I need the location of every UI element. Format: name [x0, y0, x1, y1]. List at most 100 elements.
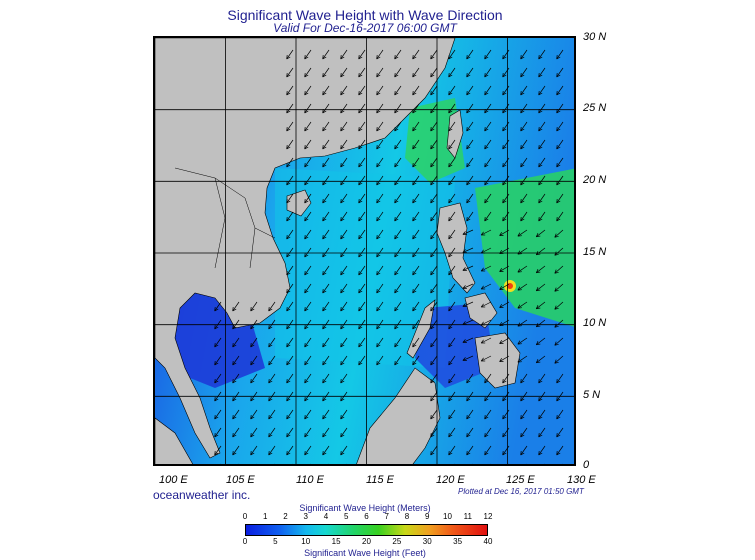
wave-arrow-head: [448, 200, 453, 204]
philippine-sea-high-waves: [475, 168, 574, 327]
wave-arrow-head: [520, 74, 525, 78]
wave-arrow: [304, 49, 312, 60]
wave-arrow-head: [502, 144, 504, 150]
wave-arrow: [430, 175, 438, 186]
wave-arrow-head: [232, 362, 237, 366]
wave-arrow-head: [499, 286, 502, 290]
wave-arrow-head: [232, 450, 234, 456]
wave-arrow-head: [520, 378, 522, 384]
wave-arrow-head: [556, 74, 561, 78]
wave-arrow-head: [322, 380, 327, 384]
wave-arrow-head: [517, 232, 521, 237]
wave-arrow: [412, 247, 420, 258]
wave-arrow: [340, 301, 348, 312]
wave-arrow-head: [448, 110, 453, 114]
wave-arrow: [520, 157, 528, 168]
wave-arrow-head: [304, 342, 306, 348]
wave-arrow: [286, 103, 294, 114]
wave-arrow-head: [304, 378, 306, 384]
wave-arrow-head: [286, 288, 288, 294]
colorbar-meter-tick: 6: [364, 512, 369, 521]
wave-arrow-head: [538, 432, 540, 438]
wave-arrow-head: [394, 90, 396, 96]
wave-arrow-head: [538, 398, 543, 402]
wave-arrow-head: [304, 56, 309, 60]
wave-arrow-head: [430, 360, 432, 366]
wave-arrow-head: [340, 324, 342, 330]
wave-arrow-head: [412, 200, 417, 204]
wave-arrow-head: [358, 272, 363, 276]
wave-arrow-head: [376, 362, 381, 366]
lon-label-110e: 110 E: [296, 474, 324, 486]
wave-arrow: [304, 121, 312, 132]
wave-arrow: [448, 337, 456, 348]
wave-arrow: [376, 103, 384, 114]
wave-arrow-head: [502, 54, 504, 60]
wave-arrow-head: [538, 110, 543, 114]
wave-arrow-head: [322, 164, 327, 168]
wave-arrow: [448, 319, 456, 330]
wave-arrow-head: [286, 450, 288, 456]
wave-arrow: [394, 265, 402, 276]
wave-arrow: [394, 139, 402, 150]
wave-arrow-head: [448, 272, 453, 276]
wave-arrow-head: [517, 325, 522, 327]
wave-arrow-head: [394, 144, 396, 150]
wave-arrow-head: [448, 164, 453, 168]
wave-arrow-head: [286, 398, 291, 402]
wave-arrow-head: [430, 236, 435, 240]
wave-arrow: [412, 67, 420, 78]
wave-arrow-head: [412, 272, 417, 276]
wave-arrow-head: [394, 72, 396, 78]
wave-arrow-head: [340, 344, 345, 348]
wave-arrow-head: [554, 269, 557, 274]
wave-arrow: [484, 49, 492, 60]
wave-arrow: [214, 355, 222, 366]
wave-arrow-head: [412, 218, 417, 222]
wave-arrow-head: [340, 54, 342, 60]
wave-arrow-head: [556, 396, 558, 402]
wave-arrow-head: [358, 290, 363, 294]
wave-arrow-head: [448, 290, 453, 294]
wave-arrow-head: [322, 254, 327, 258]
wave-arrow-head: [430, 72, 432, 78]
wave-arrow-head: [430, 252, 432, 258]
wave-arrow: [544, 463, 545, 464]
colorbar-feet-tick: 5: [273, 537, 278, 546]
wave-arrow-head: [502, 218, 507, 222]
wave-arrow: [556, 103, 564, 114]
map-canvas: [155, 38, 574, 464]
wave-arrow-head: [340, 306, 342, 312]
wave-arrow-head: [268, 360, 270, 366]
wave-arrow: [499, 301, 510, 308]
wave-arrow: [340, 265, 348, 276]
wave-arrow-head: [286, 74, 291, 78]
wave-arrow-head: [556, 198, 558, 204]
wave-arrow-head: [250, 416, 255, 420]
wave-arrow-head: [412, 182, 417, 186]
wave-arrow: [304, 193, 312, 204]
wave-arrow-head: [536, 235, 541, 238]
wave-arrow-head: [448, 108, 450, 114]
wave-arrow-head: [322, 182, 327, 186]
wave-arrow: [536, 283, 546, 292]
wave-arrow-head: [448, 452, 453, 456]
wave-arrow-head: [412, 290, 417, 294]
wave-arrow-head: [358, 234, 360, 240]
wave-arrow-head: [536, 253, 541, 256]
wave-arrow: [394, 85, 402, 96]
wave-arrow: [520, 85, 528, 96]
wave-arrow: [554, 229, 564, 238]
wave-arrow-head: [448, 342, 450, 348]
wave-arrow-head: [214, 308, 219, 312]
wave-arrow: [538, 445, 546, 456]
colorbar-feet-tick: 40: [483, 537, 493, 546]
wave-arrow: [304, 67, 312, 78]
wave-arrow-head: [556, 378, 558, 384]
wave-arrow: [394, 229, 402, 240]
wave-arrow-head: [430, 200, 435, 204]
wave-arrow-head: [499, 232, 502, 236]
wave-arrow: [556, 445, 564, 456]
wave-arrow: [238, 463, 239, 464]
wave-arrow-head: [394, 362, 399, 366]
